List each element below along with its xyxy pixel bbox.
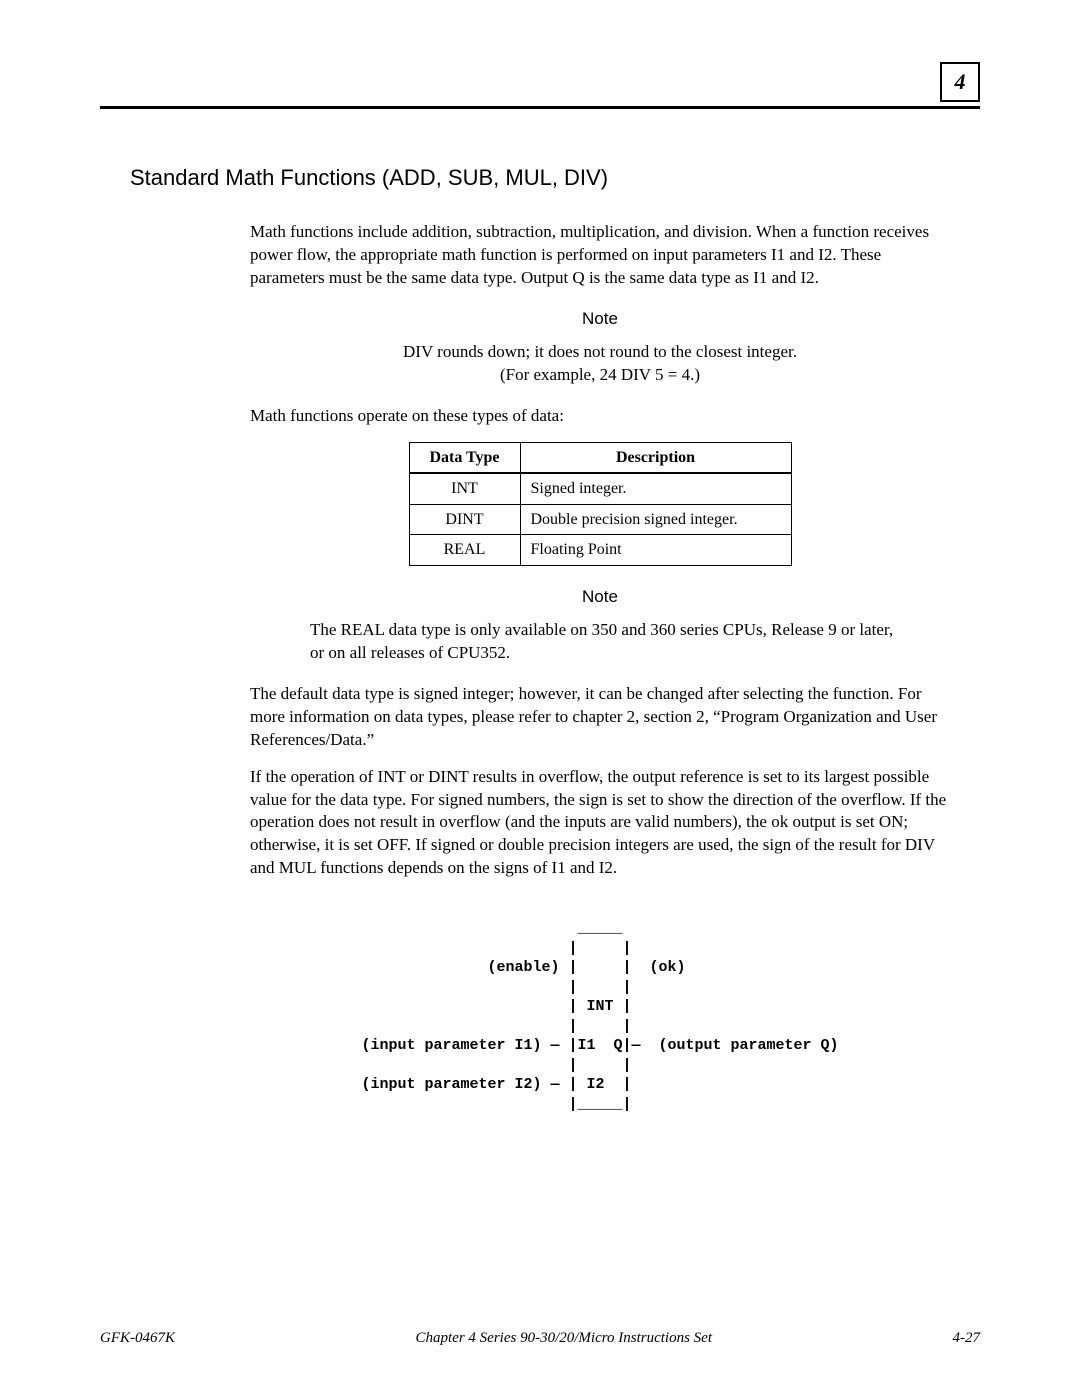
page-footer: GFK-0467K Chapter 4 Series 90-30/20/Micr… — [100, 1330, 980, 1347]
paragraph-1: Math functions include addition, subtrac… — [250, 221, 950, 290]
section-heading: Standard Math Functions (ADD, SUB, MUL, … — [130, 165, 980, 191]
table-cell-type: INT — [409, 473, 520, 504]
table-header-description: Description — [520, 442, 791, 473]
table-header-datatype: Data Type — [409, 442, 520, 473]
paragraph-4: If the operation of INT or DINT results … — [250, 766, 950, 881]
body-content: Math functions include addition, subtrac… — [250, 221, 950, 880]
note-1-line-1: DIV rounds down; it does not round to th… — [403, 342, 797, 361]
data-type-table: Data Type Description INT Signed integer… — [409, 442, 792, 566]
table-cell-desc: Floating Point — [520, 535, 791, 566]
note-2-label: Note — [250, 586, 950, 609]
paragraph-2: Math functions operate on these types of… — [250, 405, 950, 428]
chapter-number: 4 — [955, 69, 966, 95]
table-header-row: Data Type Description — [409, 442, 791, 473]
footer-doc-id: GFK-0467K — [100, 1330, 175, 1347]
table-row: DINT Double precision signed integer. — [409, 504, 791, 535]
ladder-diagram: _____ | | (enable) | | (ok) | | | INT | … — [361, 919, 838, 1114]
chapter-number-box: 4 — [940, 62, 980, 102]
footer-page-number: 4-27 — [953, 1330, 981, 1347]
note-2-body: The REAL data type is only available on … — [310, 619, 910, 665]
note-1-line-2: (For example, 24 DIV 5 = 4.) — [500, 365, 700, 384]
table-cell-type: REAL — [409, 535, 520, 566]
ladder-diagram-wrap: _____ | | (enable) | | (ok) | | | INT | … — [250, 894, 950, 1114]
table-cell-desc: Signed integer. — [520, 473, 791, 504]
table-row: INT Signed integer. — [409, 473, 791, 504]
table-cell-type: DINT — [409, 504, 520, 535]
paragraph-3: The default data type is signed integer;… — [250, 683, 950, 752]
note-1-body: DIV rounds down; it does not round to th… — [250, 341, 950, 387]
note-1-label: Note — [250, 308, 950, 331]
table-cell-desc: Double precision signed integer. — [520, 504, 791, 535]
footer-chapter-title: Chapter 4 Series 90-30/20/Micro Instruct… — [416, 1330, 713, 1347]
top-rule — [100, 106, 980, 109]
table-row: REAL Floating Point — [409, 535, 791, 566]
